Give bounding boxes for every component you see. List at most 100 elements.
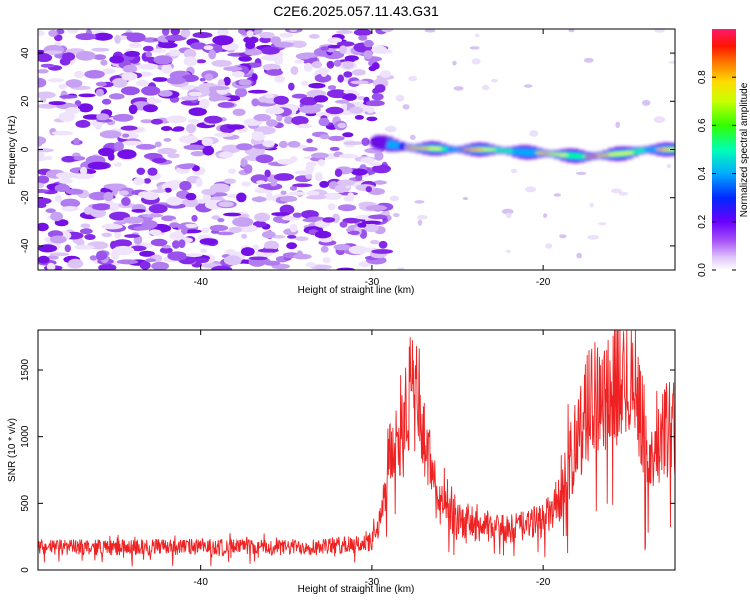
noise-blob (150, 118, 163, 125)
noise-blob (306, 138, 313, 144)
noise-blob (290, 156, 298, 162)
faint-blob (611, 188, 622, 194)
noise-blob (38, 53, 53, 63)
noise-blob (61, 206, 79, 212)
noise-blob (254, 212, 271, 222)
noise-blob (311, 152, 329, 159)
noise-blob (308, 34, 320, 39)
noise-blob (60, 198, 81, 208)
noise-blob (141, 220, 158, 229)
noise-blob (67, 29, 79, 34)
noise-blob (185, 253, 203, 258)
faint-blob (506, 249, 511, 254)
noise-blob (266, 69, 283, 76)
noise-blob (188, 107, 207, 116)
noise-blob (262, 63, 281, 71)
noise-blob (295, 53, 312, 60)
noise-blob (343, 141, 364, 146)
faint-blob (417, 219, 423, 226)
faint-blob (575, 171, 587, 175)
noise-blob (170, 29, 180, 36)
spectrogram-x-axis-label: Height of straight line (km) (298, 285, 415, 296)
noise-blob (296, 250, 303, 257)
noise-blob (166, 76, 186, 85)
noise-blob (80, 223, 91, 228)
noise-blob (94, 122, 102, 130)
noise-blob (143, 178, 151, 184)
noise-blob (351, 168, 368, 176)
noise-blob (38, 69, 49, 74)
faint-blob (553, 193, 562, 197)
signal-segment (440, 147, 447, 151)
signal-segment (422, 147, 429, 150)
noise-blob (343, 93, 357, 101)
noise-blob (342, 61, 354, 69)
signal-segment (584, 155, 591, 158)
noise-blob (112, 113, 134, 122)
spectrogram-noise (38, 29, 675, 270)
signal-segment (410, 147, 417, 149)
signal-segment (650, 147, 657, 152)
noise-blob (197, 198, 207, 204)
y-tick-label: 0 (20, 146, 31, 152)
noise-blob (181, 74, 199, 83)
noise-blob (142, 45, 154, 52)
noise-blob (99, 130, 122, 139)
noise-blob (137, 63, 159, 70)
noise-blob (93, 32, 113, 41)
noise-blob (209, 224, 229, 232)
noise-blob (120, 125, 138, 131)
noise-blob (261, 230, 276, 239)
noise-blob (65, 79, 83, 88)
noise-blob (232, 71, 245, 78)
noise-blob (166, 196, 183, 206)
noise-blob (279, 32, 294, 38)
noise-blob (334, 99, 350, 104)
noise-blob (211, 59, 232, 67)
faint-blob (615, 121, 620, 128)
noise-blob (166, 115, 187, 124)
noise-blob (183, 48, 197, 59)
noise-blob (48, 29, 58, 37)
snr-x-axis-label: Height of straight line (km) (298, 584, 415, 595)
faint-blob (641, 99, 651, 106)
noise-blob (87, 161, 109, 170)
noise-blob (122, 64, 138, 73)
noise-blob (113, 239, 132, 248)
noise-blob (122, 216, 144, 224)
noise-blob (148, 204, 168, 214)
signal-segment (452, 148, 459, 151)
signal-segment (542, 152, 549, 155)
noise-blob (188, 91, 203, 97)
noise-blob (290, 66, 299, 75)
faint-blob (529, 130, 539, 137)
noise-blob (150, 189, 166, 194)
noise-blob (150, 238, 168, 247)
faint-blob (618, 191, 629, 196)
noise-blob (374, 151, 384, 161)
noise-blob (280, 190, 287, 195)
noise-blob (116, 259, 139, 265)
noise-blob (38, 148, 54, 153)
noise-blob (286, 242, 297, 250)
noise-blob (151, 157, 167, 164)
noise-blob (228, 226, 243, 233)
noise-blob (295, 236, 309, 241)
signal-segment (530, 149, 537, 156)
signal-segment (494, 148, 501, 152)
noise-blob (136, 143, 156, 150)
noise-blob (113, 221, 127, 225)
noise-blob (320, 245, 329, 253)
signal-segment (524, 148, 531, 156)
noise-blob (243, 164, 253, 174)
noise-blob (368, 162, 382, 167)
noise-blob (172, 240, 180, 249)
faint-blob (589, 202, 594, 208)
noise-blob (169, 222, 180, 228)
snr-series-line (38, 330, 675, 567)
signal-segment (638, 148, 645, 153)
noise-blob (184, 223, 199, 228)
signal-segment (398, 143, 406, 150)
noise-blob (73, 137, 80, 146)
noise-blob (223, 255, 242, 266)
